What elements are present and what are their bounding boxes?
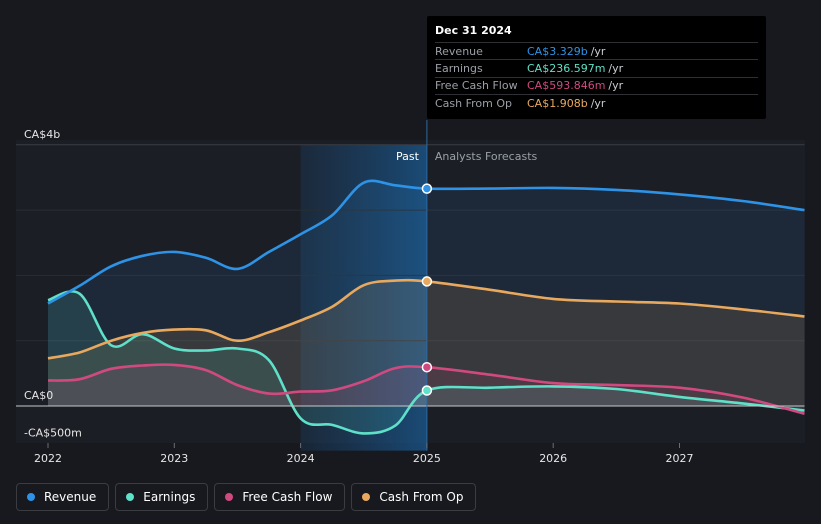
marker-revenue xyxy=(421,183,433,194)
y-tick-label: CA$0 xyxy=(24,389,53,402)
legend-dot-icon xyxy=(126,493,135,501)
tooltip-series-unit: /yr xyxy=(608,61,624,75)
tooltip: Dec 31 2024 Revenue CA$3.329b/yr Earnings C… xyxy=(427,16,766,119)
marker-cash-from-op xyxy=(421,276,433,287)
tooltip-series-name: Earnings xyxy=(435,61,483,75)
tooltip-row: Cash From Op CA$1.908b/yr xyxy=(435,93,758,111)
tooltip-series-value: CA$1.908b xyxy=(527,96,588,110)
legend-label: Revenue xyxy=(44,490,97,504)
marker-earnings xyxy=(421,385,433,396)
legend-label: Earnings xyxy=(143,490,196,504)
x-tick-label: 2026 xyxy=(539,452,567,465)
tooltip-series-value: CA$3.329b xyxy=(527,44,588,58)
x-tick-label: 2024 xyxy=(287,452,315,465)
x-tick-label: 2023 xyxy=(160,452,188,465)
legend-label: Cash From Op xyxy=(379,490,464,504)
tooltip-row: Revenue CA$3.329b/yr xyxy=(435,42,758,59)
past-label: Past xyxy=(396,150,420,163)
x-tick-label: 2027 xyxy=(666,452,694,465)
legend-item-earnings[interactable]: Earnings xyxy=(115,483,209,511)
forecast-label: Analysts Forecasts xyxy=(435,150,538,163)
tooltip-row: Free Cash Flow CA$593.846m/yr xyxy=(435,76,758,94)
legend-item-cash-from-op[interactable]: Cash From Op xyxy=(351,483,477,511)
legend-dot-icon xyxy=(27,493,35,501)
legend-dot-icon xyxy=(225,493,234,501)
tooltip-series-name: Cash From Op xyxy=(435,96,513,110)
legend-label: Free Cash Flow xyxy=(242,490,333,504)
tooltip-series-unit: /yr xyxy=(590,44,606,58)
chart: CA$4b CA$0 -CA$500m 2022 2023 2024 2025 2026 20… xyxy=(16,120,805,465)
area-earnings xyxy=(48,291,805,434)
gridlines xyxy=(16,144,805,342)
past-highlight xyxy=(300,144,427,451)
x-tick-label: 2025 xyxy=(413,452,441,465)
tooltip-series-value: CA$236.597m xyxy=(527,61,606,75)
tooltip-series-unit: /yr xyxy=(590,96,606,110)
tooltip-series-name: Free Cash Flow xyxy=(435,79,518,93)
area-cash-from-op xyxy=(48,280,805,406)
tooltip-row: Earnings CA$236.597m/yr xyxy=(435,59,758,76)
tooltip-series-value: CA$593.846m xyxy=(527,79,606,93)
line-revenue[interactable] xyxy=(47,179,805,305)
line-free-cash-flow[interactable] xyxy=(47,363,805,416)
line-cash-from-op[interactable] xyxy=(47,278,805,360)
x-tick-label: 2022 xyxy=(34,452,62,465)
legend: Revenue Earnings Free Cash Flow Cash From O… xyxy=(16,483,477,513)
legend-dot-icon xyxy=(362,493,371,501)
legend-item-free-cash-flow[interactable]: Free Cash Flow xyxy=(214,483,346,511)
marker-free-cash-flow xyxy=(421,361,433,373)
legend-item-revenue[interactable]: Revenue xyxy=(16,483,110,511)
tooltip-series-name: Revenue xyxy=(435,44,483,58)
y-tick-label: -CA$500m xyxy=(24,427,82,440)
tooltip-date: Dec 31 2024 xyxy=(435,24,512,37)
y-tick-label: CA$4b xyxy=(24,128,60,141)
tooltip-series-unit: /yr xyxy=(608,79,624,93)
